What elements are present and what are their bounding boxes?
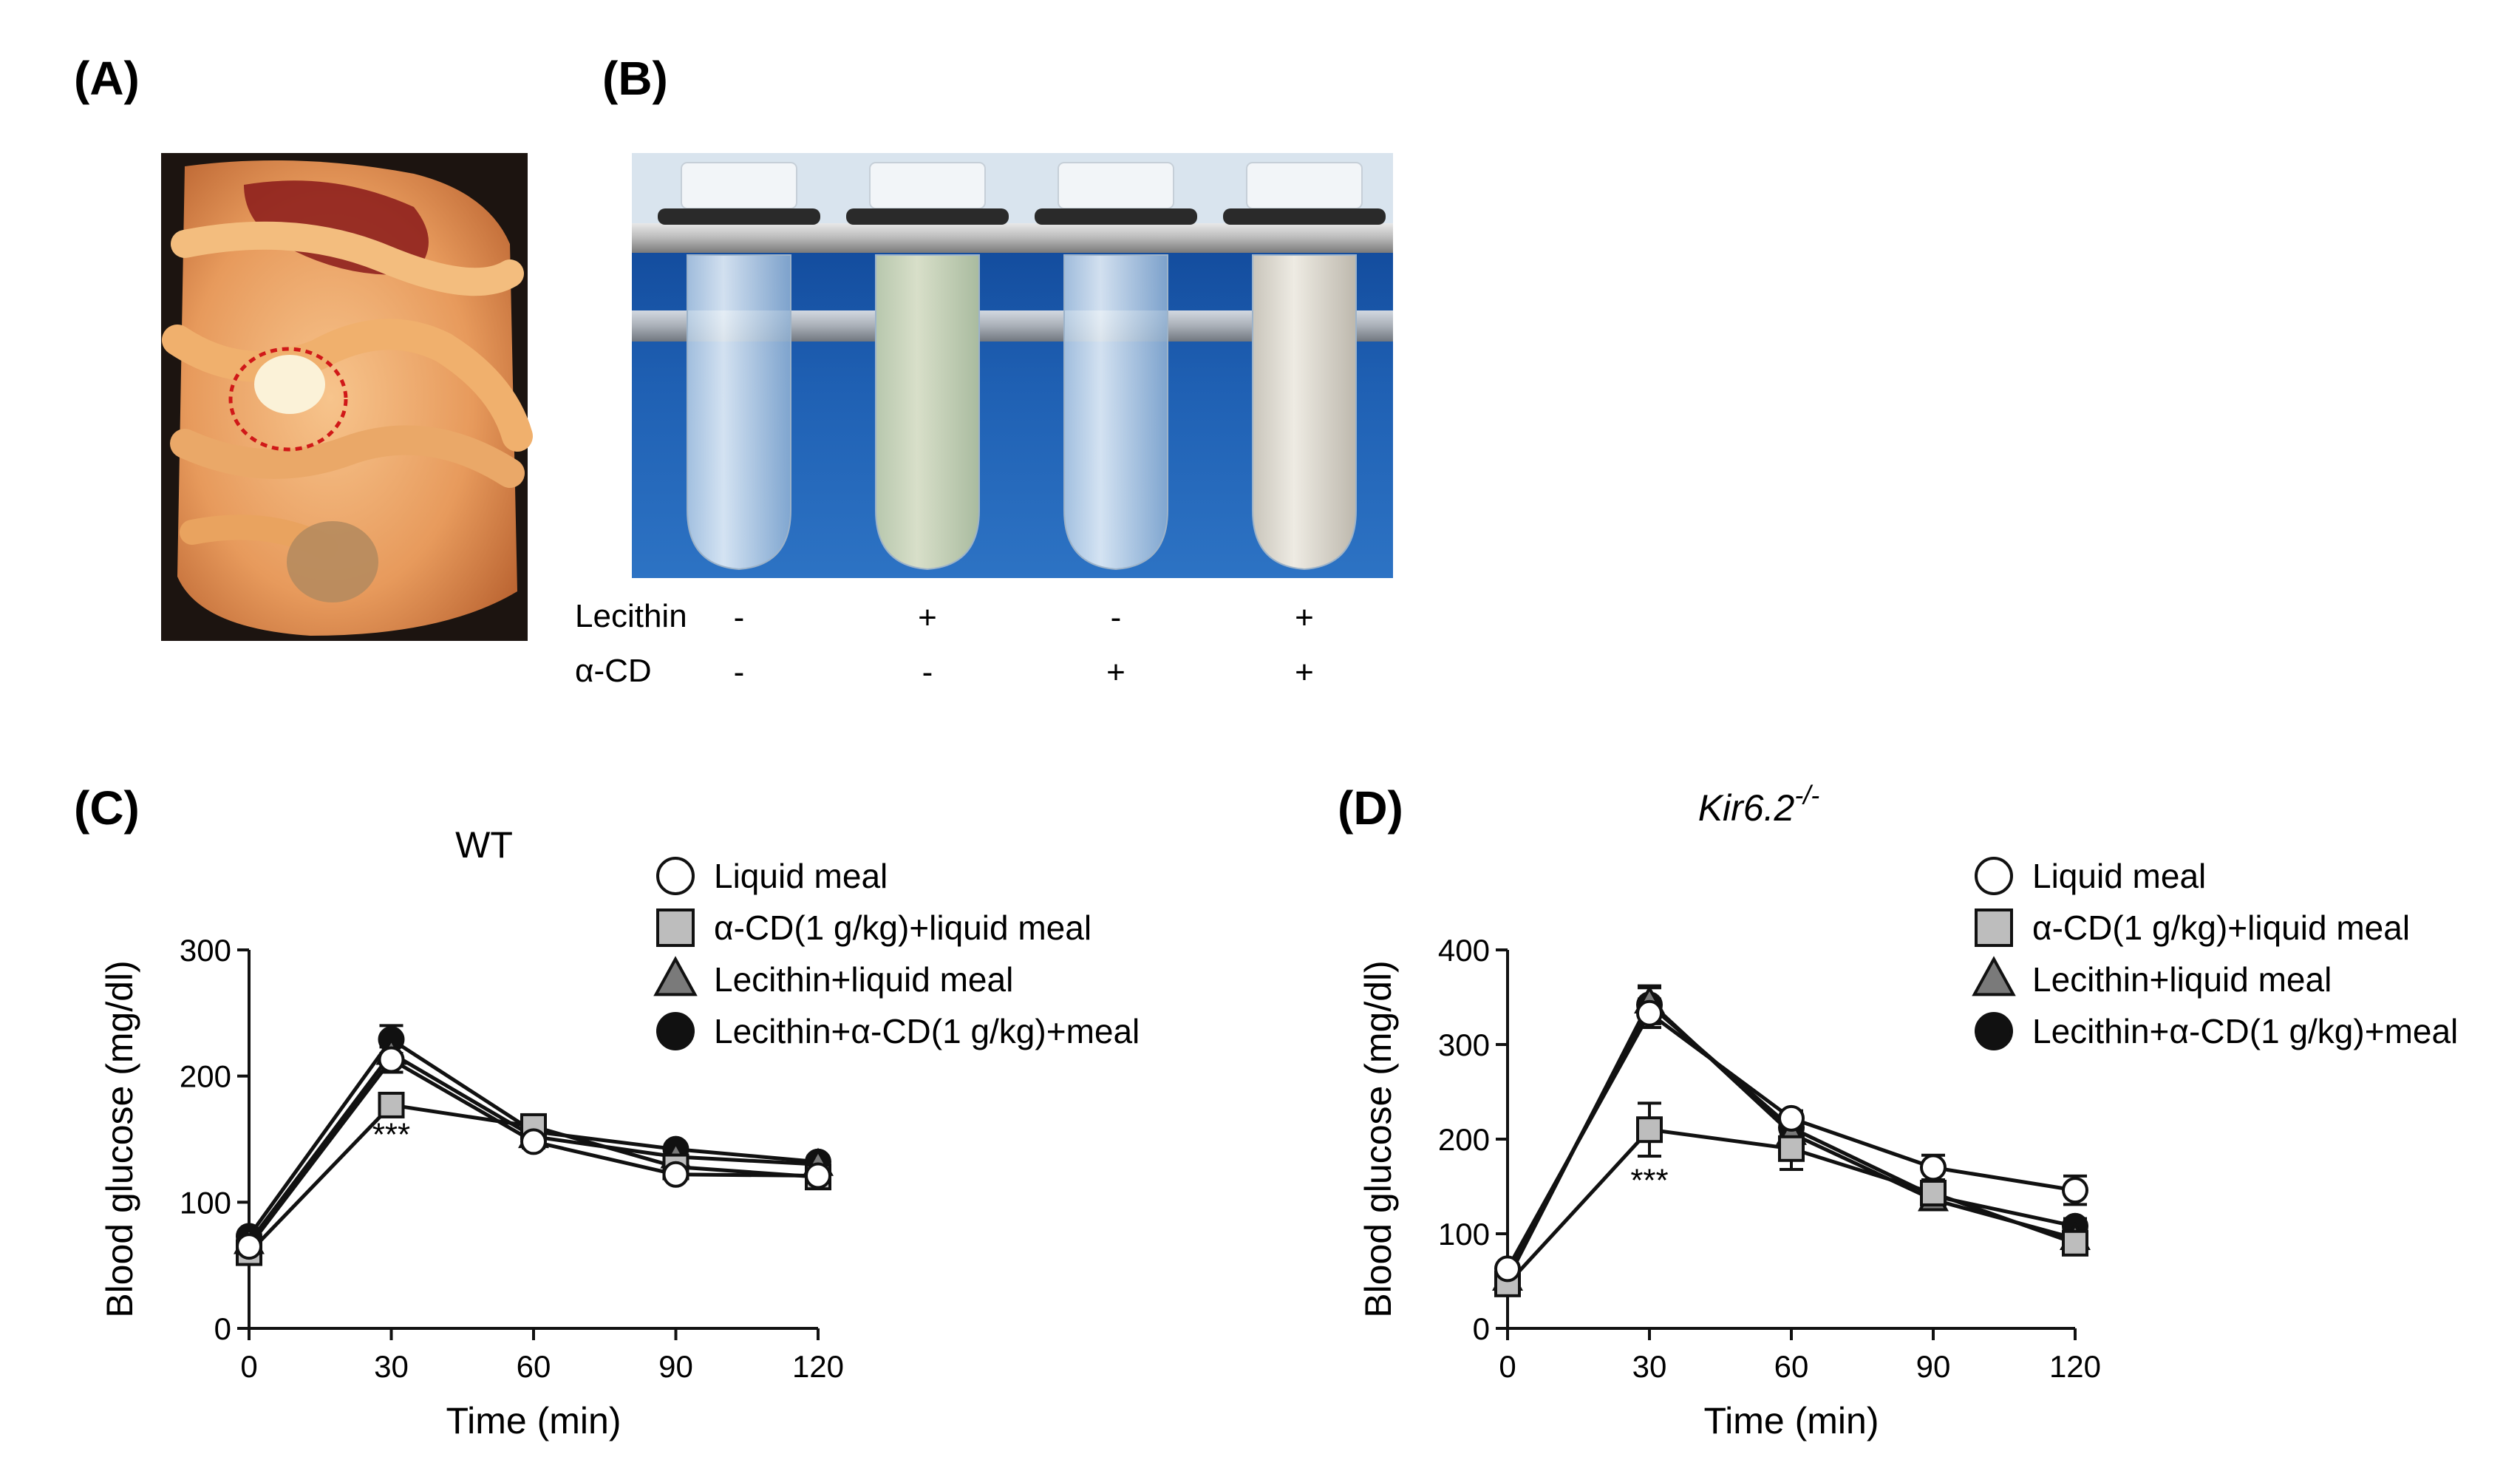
legend-marker — [1975, 857, 2013, 895]
x-tick-label: 30 — [374, 1349, 409, 1384]
acd-sign: + — [1106, 654, 1126, 690]
data-point — [1636, 1116, 1663, 1144]
y-tick-label: 0 — [214, 1311, 231, 1346]
x-tick-label: 120 — [2049, 1349, 2101, 1384]
legend-marker — [1972, 956, 2016, 996]
lecithin-sign: + — [1295, 600, 1314, 636]
significance-marker: *** — [1630, 1162, 1668, 1198]
legend-marker — [656, 908, 695, 947]
tube-ring — [846, 208, 1009, 225]
data-point — [1636, 999, 1663, 1027]
y-tick-label: 300 — [180, 933, 231, 968]
data-point — [520, 1128, 547, 1155]
legend-label: Lecithin+liquid meal — [2032, 960, 2332, 999]
tube-cap — [1246, 162, 1363, 209]
x-tick-label: 120 — [792, 1349, 844, 1384]
x-tick-label: 30 — [1632, 1349, 1667, 1384]
data-point — [2062, 1229, 2088, 1257]
acd-row-label: α-CD — [575, 653, 652, 689]
tube-ring — [658, 208, 820, 225]
data-point — [1920, 1179, 1947, 1206]
significance-marker: *** — [372, 1117, 410, 1153]
y-tick-label: 0 — [1473, 1311, 1490, 1346]
panel-a-label: (A) — [74, 52, 140, 105]
legend-marker — [656, 1012, 695, 1050]
tube-body — [687, 254, 791, 571]
data-point — [662, 1161, 689, 1188]
panel-d-label: (D) — [1338, 781, 1403, 835]
chart-title: WT — [455, 824, 513, 866]
tube-body — [1063, 254, 1168, 571]
x-tick-label: 90 — [1916, 1349, 1951, 1384]
y-tick-label: 400 — [1438, 933, 1490, 968]
tube-cap — [869, 162, 986, 209]
legend-label: Lecithin+α-CD(1 g/kg)+meal — [714, 1012, 1140, 1050]
x-tick-label: 90 — [658, 1349, 693, 1384]
highlight-circle — [228, 347, 348, 452]
y-tick-label: 100 — [1438, 1217, 1490, 1251]
lecithin-sign: + — [918, 600, 937, 636]
x-axis-title: Time (min) — [1703, 1400, 1879, 1441]
x-tick-label: 60 — [517, 1349, 551, 1384]
data-point — [805, 1162, 831, 1189]
y-axis-title: Blood glucose (mg/dl) — [99, 960, 140, 1318]
chart-wt: 0 100 200 300 0 30 60 90 120 Time (min) Blood gluc… — [99, 824, 844, 1441]
tube-body — [875, 254, 980, 571]
chart-title-superscript: -/- — [1794, 780, 1819, 810]
chart-kir62: 0 100 200 300 400 0 30 60 90 120 Time (min) Blood g… — [1358, 780, 2101, 1441]
tubes-photo — [632, 153, 1393, 578]
x-axis-title: Time (min) — [446, 1400, 621, 1441]
data-point — [378, 1046, 405, 1073]
y-tick-label: 300 — [1438, 1028, 1490, 1062]
legend-marker — [656, 857, 695, 895]
tube-ring — [1223, 208, 1386, 225]
legend-label: Lecithin+liquid meal — [714, 960, 1013, 999]
panel-b-label: (B) — [602, 52, 668, 105]
lecithin-sign: - — [734, 600, 745, 636]
legend-wt: Liquid meal α-CD(1 g/kg)+liquid meal Lecit… — [653, 857, 1140, 1050]
x-tick-label: 0 — [240, 1349, 257, 1384]
data-point — [1494, 1255, 1521, 1283]
legend-label: Liquid meal — [714, 857, 888, 895]
data-point — [2062, 1177, 2088, 1204]
tube-cap — [681, 162, 797, 209]
tube-ring — [1035, 208, 1197, 225]
legend-marker — [653, 956, 698, 996]
legend-kir62: Liquid meal α-CD(1 g/kg)+liquid meal Lecit… — [1972, 857, 2458, 1050]
legend-label: α-CD(1 g/kg)+liquid meal — [2032, 908, 2410, 947]
legend-label: Lecithin+α-CD(1 g/kg)+meal — [2032, 1012, 2458, 1050]
y-axis-title: Blood glucose (mg/dl) — [1358, 960, 1399, 1318]
lecithin-sign: - — [1111, 600, 1122, 636]
acd-sign: - — [922, 654, 933, 690]
x-tick-label: 0 — [1499, 1349, 1516, 1384]
legend-label: Liquid meal — [2032, 857, 2206, 895]
acd-sign: - — [734, 654, 745, 690]
chart-title: Kir6.2-/- — [1698, 780, 1820, 829]
lecithin-row-label: Lecithin — [575, 598, 687, 634]
legend-marker — [1975, 1012, 2013, 1050]
y-tick-label: 100 — [180, 1185, 231, 1220]
legend-label: α-CD(1 g/kg)+liquid meal — [714, 908, 1092, 947]
y-tick-label: 200 — [180, 1059, 231, 1094]
legend-marker — [1975, 908, 2013, 947]
intestine-photo — [161, 153, 533, 641]
data-point — [1920, 1154, 1947, 1181]
y-tick-label: 200 — [1438, 1122, 1490, 1157]
data-point — [236, 1233, 262, 1260]
acd-sign: + — [1295, 654, 1314, 690]
data-point — [1778, 1135, 1805, 1162]
x-tick-label: 60 — [1774, 1349, 1809, 1384]
tube-body — [1252, 254, 1357, 571]
data-point — [1778, 1104, 1805, 1132]
panel-c-label: (C) — [74, 781, 140, 835]
tube-cap — [1058, 162, 1174, 209]
data-point — [378, 1091, 405, 1118]
